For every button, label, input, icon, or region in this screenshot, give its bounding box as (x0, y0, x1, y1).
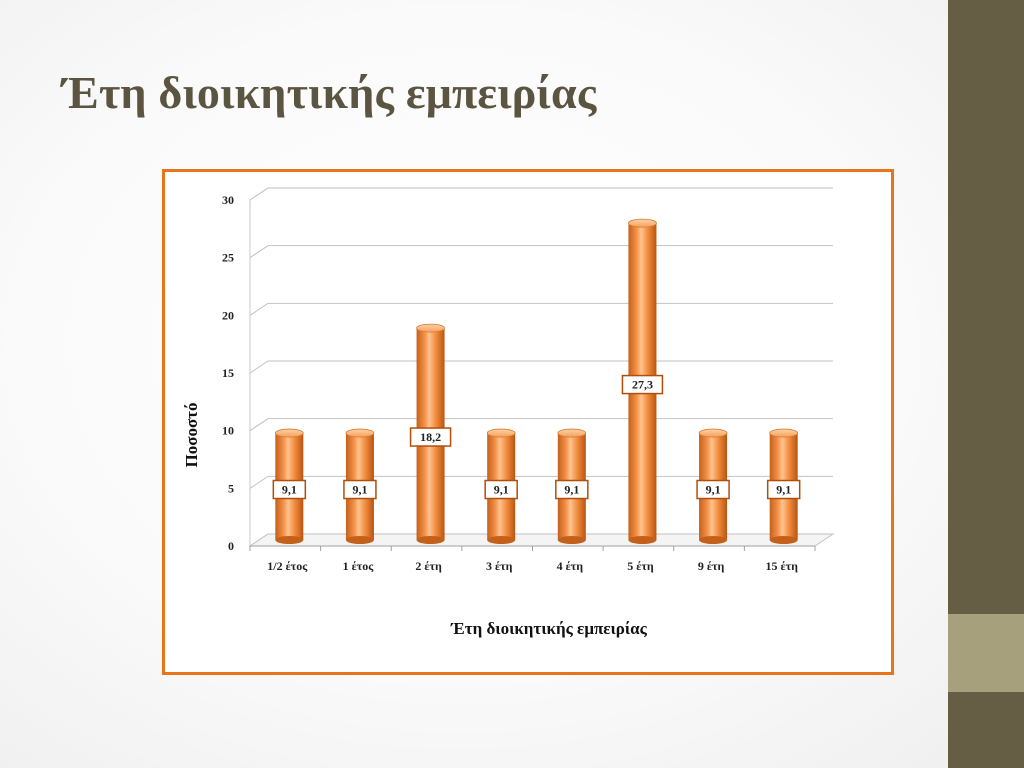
x-axis-title: Έτη διοικητικής εμπειρίας (450, 619, 648, 638)
bar-base (345, 536, 374, 544)
bar-base (699, 536, 728, 544)
slide-title: Έτη διοικητικής εμπειρίας (62, 67, 597, 118)
x-tick-label: 1 έτος (343, 559, 375, 573)
y-tick-label: 5 (228, 481, 234, 495)
data-label-box (409, 427, 452, 447)
bar-base (557, 536, 586, 544)
chart-floor (248, 533, 835, 547)
gridline (249, 360, 833, 374)
side-accent-block (948, 614, 1024, 692)
data-label-box (621, 374, 664, 395)
bar-cap (557, 428, 587, 438)
bar-cap (274, 428, 304, 438)
data-label: 9,1 (564, 483, 579, 497)
bar-base (416, 536, 445, 544)
bar-base (628, 536, 657, 544)
bar-cap (628, 218, 657, 228)
bar-base (769, 536, 798, 544)
x-tick-label: 9 έτη (698, 559, 725, 573)
bar-base (275, 536, 304, 544)
gridline (249, 245, 833, 259)
bar-cap (486, 428, 516, 438)
x-tick-label: 1/2 έτος (267, 559, 308, 573)
y-tick-label: 10 (222, 424, 234, 438)
y-tick-label: 25 (222, 251, 234, 265)
data-label: 9,1 (282, 483, 297, 497)
data-label: 27,3 (632, 378, 653, 392)
bar-cap (345, 428, 375, 438)
bar-base (487, 536, 516, 544)
data-label-box (272, 479, 307, 500)
bar-cap (416, 323, 445, 333)
data-label: 9,1 (494, 483, 509, 497)
x-tick-label: 5 έτη (627, 559, 654, 573)
data-label: 18,2 (420, 430, 441, 444)
data-label-box (484, 479, 518, 500)
y-axis-title: Ποσοστό (182, 402, 201, 467)
x-tick-label: 15 έτη (765, 559, 798, 573)
x-tick-label: 2 έτη (415, 559, 442, 573)
bar-cap (698, 428, 728, 438)
x-tick-label: 3 έτη (486, 559, 513, 573)
data-label: 9,1 (706, 483, 721, 497)
data-label: 9,1 (776, 483, 791, 497)
gridline (249, 187, 833, 201)
y-tick-label: 30 (222, 193, 234, 207)
x-tick-label: 4 έτη (557, 559, 584, 573)
data-label: 9,1 (352, 483, 367, 497)
chart-frame: 0 5 10 15 20 25 30 1/2 έτος 1 έτος 2 έτη 3 έτη 4 έτ… (162, 169, 894, 675)
bar-chart: 0 5 10 15 20 25 30 1/2 έτος 1 έτος 2 έτη 3 έτη 4 έτ… (182, 187, 835, 638)
y-tick-label: 0 (228, 539, 234, 553)
data-label-box (696, 479, 730, 500)
grid-layer (248, 187, 835, 547)
label-layer: 9,1 9,1 18,2 9,1 9,1 27,3 9,1 9,1 (272, 374, 801, 500)
y-tick-label: 20 (222, 308, 234, 322)
bar-cap (769, 428, 799, 438)
axis-layer: 0 5 10 15 20 25 30 1/2 έτος 1 έτος 2 έτη 3 έτη 4 έτ… (222, 193, 816, 573)
gridline (249, 475, 833, 489)
data-label-box (766, 479, 801, 500)
data-label-box (343, 479, 377, 500)
gridline (249, 302, 833, 316)
y-tick-label: 15 (222, 366, 234, 380)
gridline (249, 418, 833, 432)
data-label-box (555, 479, 589, 500)
